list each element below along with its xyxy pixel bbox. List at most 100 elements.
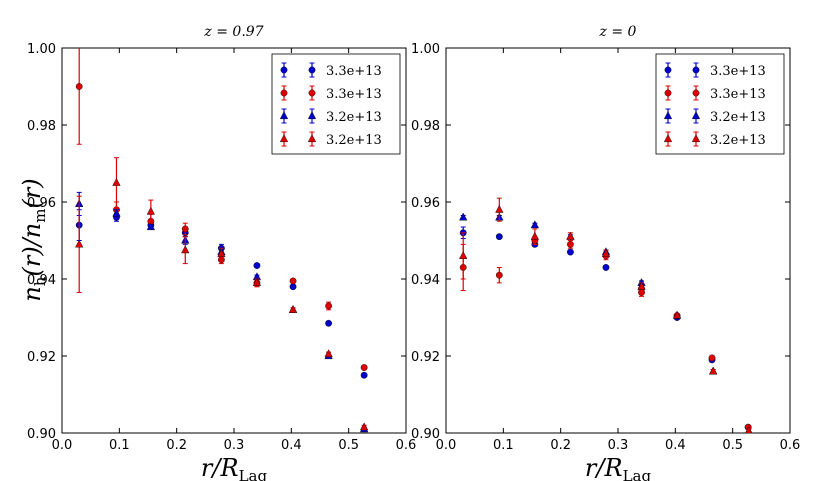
data-point (181, 236, 190, 265)
triangle-marker (75, 239, 84, 248)
legend-circle-marker (664, 89, 672, 97)
y-tick-label: 0.96 (411, 196, 440, 211)
y-tick-label: 0.92 (411, 350, 440, 365)
x-tick-label: 0.4 (665, 438, 686, 453)
data-point (217, 247, 226, 261)
panel-title: z = 0 (599, 24, 637, 40)
data-point (75, 195, 84, 293)
circle-marker (181, 225, 189, 233)
legend-entry: 3.2e+13 (663, 131, 766, 148)
circle-marker (602, 264, 610, 271)
data-point (289, 277, 297, 285)
data-point (495, 197, 504, 222)
chart-panel-left: 0.0 0.1 0.2 0.3 0.4 0.5 0.6 0.90 0.92 0.94 0.96 0.9… (27, 24, 416, 481)
triangle-marker (530, 231, 539, 240)
x-tick-label: 0.5 (722, 438, 743, 453)
legend-label: 3.2e+13 (710, 133, 766, 148)
x-tick-label: 0.1 (109, 438, 130, 453)
legend-label: 3.3e+13 (710, 87, 766, 102)
legend-entry: 3.3e+13 (280, 62, 382, 79)
y-tick-label: 0.90 (27, 427, 56, 442)
x-tick-label: 0.5 (338, 438, 359, 453)
triangle-marker (112, 177, 121, 186)
series-triangle-red (459, 197, 753, 433)
circle-marker (360, 364, 368, 371)
triangle-marker (637, 281, 646, 290)
legend-triangle-marker (279, 134, 289, 143)
legend-circle-marker (692, 66, 700, 74)
x-axis-title: r/RLag (585, 454, 652, 481)
data-point (530, 220, 539, 229)
data-point (146, 199, 155, 224)
data-point (325, 301, 332, 311)
circle-marker (495, 233, 503, 241)
y-tick-label: 1.00 (27, 42, 56, 57)
legend-entry: 3.3e+13 (664, 85, 766, 102)
circle-marker (325, 302, 332, 310)
legend-entry: 3.2e+13 (279, 108, 382, 125)
legend: 3.3e+13 3.3e+13 3.2e+13 3.2e+13 (655, 53, 785, 155)
data-point (637, 281, 646, 292)
circle-marker (708, 354, 716, 362)
data-point (360, 371, 368, 379)
data-point (75, 48, 83, 145)
legend-label: 3.2e+13 (710, 110, 766, 125)
data-point (112, 157, 121, 209)
triangle-marker (709, 366, 718, 375)
legend-entry: 3.2e+13 (279, 131, 382, 148)
data-layer (459, 197, 753, 433)
triangle-marker (530, 220, 539, 229)
data-point (602, 264, 610, 271)
data-point (324, 349, 333, 358)
legend-circle-marker (692, 89, 700, 97)
x-tick-label: 0.3 (224, 438, 245, 453)
legend-box (271, 53, 401, 155)
legend-circle-marker (280, 89, 288, 97)
triangle-marker (217, 249, 226, 258)
legend: 3.3e+13 3.3e+13 3.2e+13 3.2e+13 (271, 53, 401, 155)
y-tick-label: 1.00 (411, 42, 440, 57)
data-point (253, 262, 261, 269)
data-point (709, 366, 718, 375)
legend-triangle-marker (691, 111, 701, 120)
series-triangle-red (75, 157, 369, 431)
legend-triangle-marker (279, 111, 289, 120)
legend-entry: 3.3e+13 (664, 62, 766, 79)
triangle-marker (601, 249, 611, 258)
y-tick-label: 0.98 (27, 119, 56, 134)
panel-title: z = 0.97 (203, 24, 263, 40)
legend-triangle-marker (663, 134, 673, 143)
data-point (601, 249, 611, 259)
data-point (566, 231, 575, 241)
data-point (252, 278, 262, 288)
legend-label: 3.3e+13 (326, 64, 382, 79)
triangle-marker (672, 310, 682, 319)
data-point (672, 310, 682, 319)
triangle-marker (495, 204, 504, 213)
y-axis-title: nh(r)/nm(r) (18, 178, 49, 301)
circle-marker (289, 277, 297, 285)
triangle-marker (745, 426, 753, 433)
data-point (289, 283, 297, 291)
y-tick-label: 0.96 (27, 196, 56, 211)
legend-label: 3.3e+13 (326, 87, 382, 102)
data-point (288, 305, 298, 313)
data-point (745, 426, 753, 433)
y-tick-label: 0.90 (411, 427, 440, 442)
circle-marker (75, 83, 83, 90)
triangle-marker (112, 208, 121, 217)
legend-label: 3.2e+13 (326, 110, 382, 125)
x-tick-label: 0.1 (493, 438, 514, 453)
triangle-marker (288, 305, 298, 313)
data-point (530, 228, 539, 245)
data-point (146, 222, 155, 231)
data-point (112, 208, 121, 218)
legend-triangle-marker (307, 111, 317, 120)
legend-triangle-marker (307, 134, 317, 143)
data-layer (75, 48, 369, 433)
data-point (360, 422, 369, 431)
x-tick-label: 0.0 (436, 438, 457, 453)
circle-marker (495, 271, 503, 279)
series-triangle-blue (459, 212, 753, 433)
circle-marker (253, 262, 261, 269)
